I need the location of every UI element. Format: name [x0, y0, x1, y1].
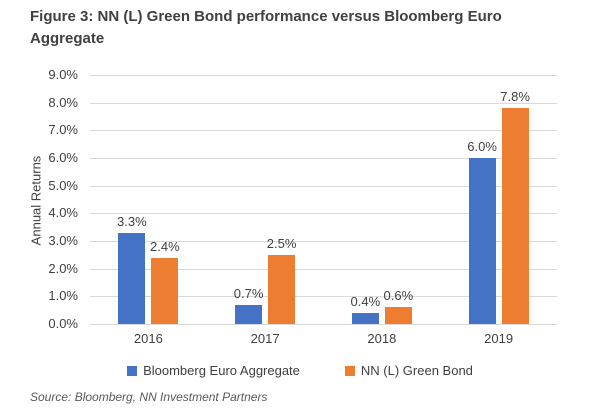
bar-value-label: 6.0%	[467, 139, 497, 154]
bar-value-label: 3.3%	[117, 213, 147, 229]
x-tick-label: 2019	[484, 331, 514, 346]
bar-value-label: 0.7%	[233, 285, 264, 301]
legend-label: NN (L) Green Bond	[360, 363, 473, 378]
plot-area: 3.3% 0.7% 0.4% 6.0% 2.4% 2.5% 0.6% 7.8%	[90, 75, 557, 325]
gridline	[90, 75, 557, 76]
gridline	[90, 213, 557, 215]
y-tick-label: 6.0%	[48, 150, 78, 165]
legend-item-series1: Bloomberg Euro Aggregate	[127, 363, 300, 378]
x-tick-label: 2016	[133, 331, 163, 346]
figure-title-line2: Aggregate	[30, 30, 105, 47]
y-tick-label: 1.0%	[48, 288, 78, 304]
legend-swatch-icon	[344, 365, 355, 376]
y-tick-label: 3.0%	[48, 233, 78, 248]
x-tick-label: 2017	[250, 331, 280, 346]
gridline	[90, 241, 557, 242]
bar-2018-series1	[351, 312, 379, 324]
source-note: Source: Bloomberg, NN Investment Partner…	[30, 390, 268, 404]
bar-2017-series2	[268, 254, 296, 324]
legend-item-series2: NN (L) Green Bond	[344, 363, 473, 378]
legend-label: Bloomberg Euro Aggregate	[143, 363, 300, 378]
bar-2017-series1	[235, 304, 263, 324]
y-tick-label: 7.0%	[48, 122, 78, 138]
gridline	[90, 268, 557, 270]
y-tick-label: 2.0%	[48, 260, 78, 276]
y-tick-label: 9.0%	[48, 67, 78, 82]
bar-2016-series1	[118, 232, 146, 324]
bar-value-label: 2.5%	[266, 235, 297, 251]
bar-value-label: 0.6%	[383, 288, 414, 304]
bar-value-label: 0.4%	[350, 293, 381, 309]
gridline	[90, 102, 557, 104]
bar-2018-series2	[384, 307, 412, 324]
gridline	[90, 130, 557, 132]
x-tick-label: 2018	[367, 331, 397, 346]
y-tick-label: 8.0%	[48, 94, 78, 110]
legend-swatch-icon	[127, 365, 138, 376]
bar-value-label: 2.4%	[150, 238, 180, 254]
figure-title-line1: Figure 3: NN (L) Green Bond performance …	[30, 8, 502, 25]
gridline	[90, 296, 557, 298]
gridline	[90, 158, 557, 159]
bar-2019-series1	[468, 158, 496, 324]
chart-legend: Bloomberg Euro Aggregate NN (L) Green Bon…	[0, 363, 600, 378]
bar-2016-series2	[151, 257, 179, 324]
y-tick-label: 5.0%	[48, 177, 78, 193]
y-tick-label: 0.0%	[48, 316, 78, 331]
bar-2019-series2	[501, 108, 529, 324]
gridline	[90, 185, 557, 187]
bar-value-label: 7.8%	[500, 89, 530, 105]
figure-title: Figure 3: NN (L) Green Bond performance …	[30, 6, 570, 50]
y-tick-label: 4.0%	[48, 205, 78, 221]
bar-chart: Annual Returns 3.3% 0.7% 0.4% 6.0% 2.4% 2.5% 0…	[0, 60, 600, 360]
